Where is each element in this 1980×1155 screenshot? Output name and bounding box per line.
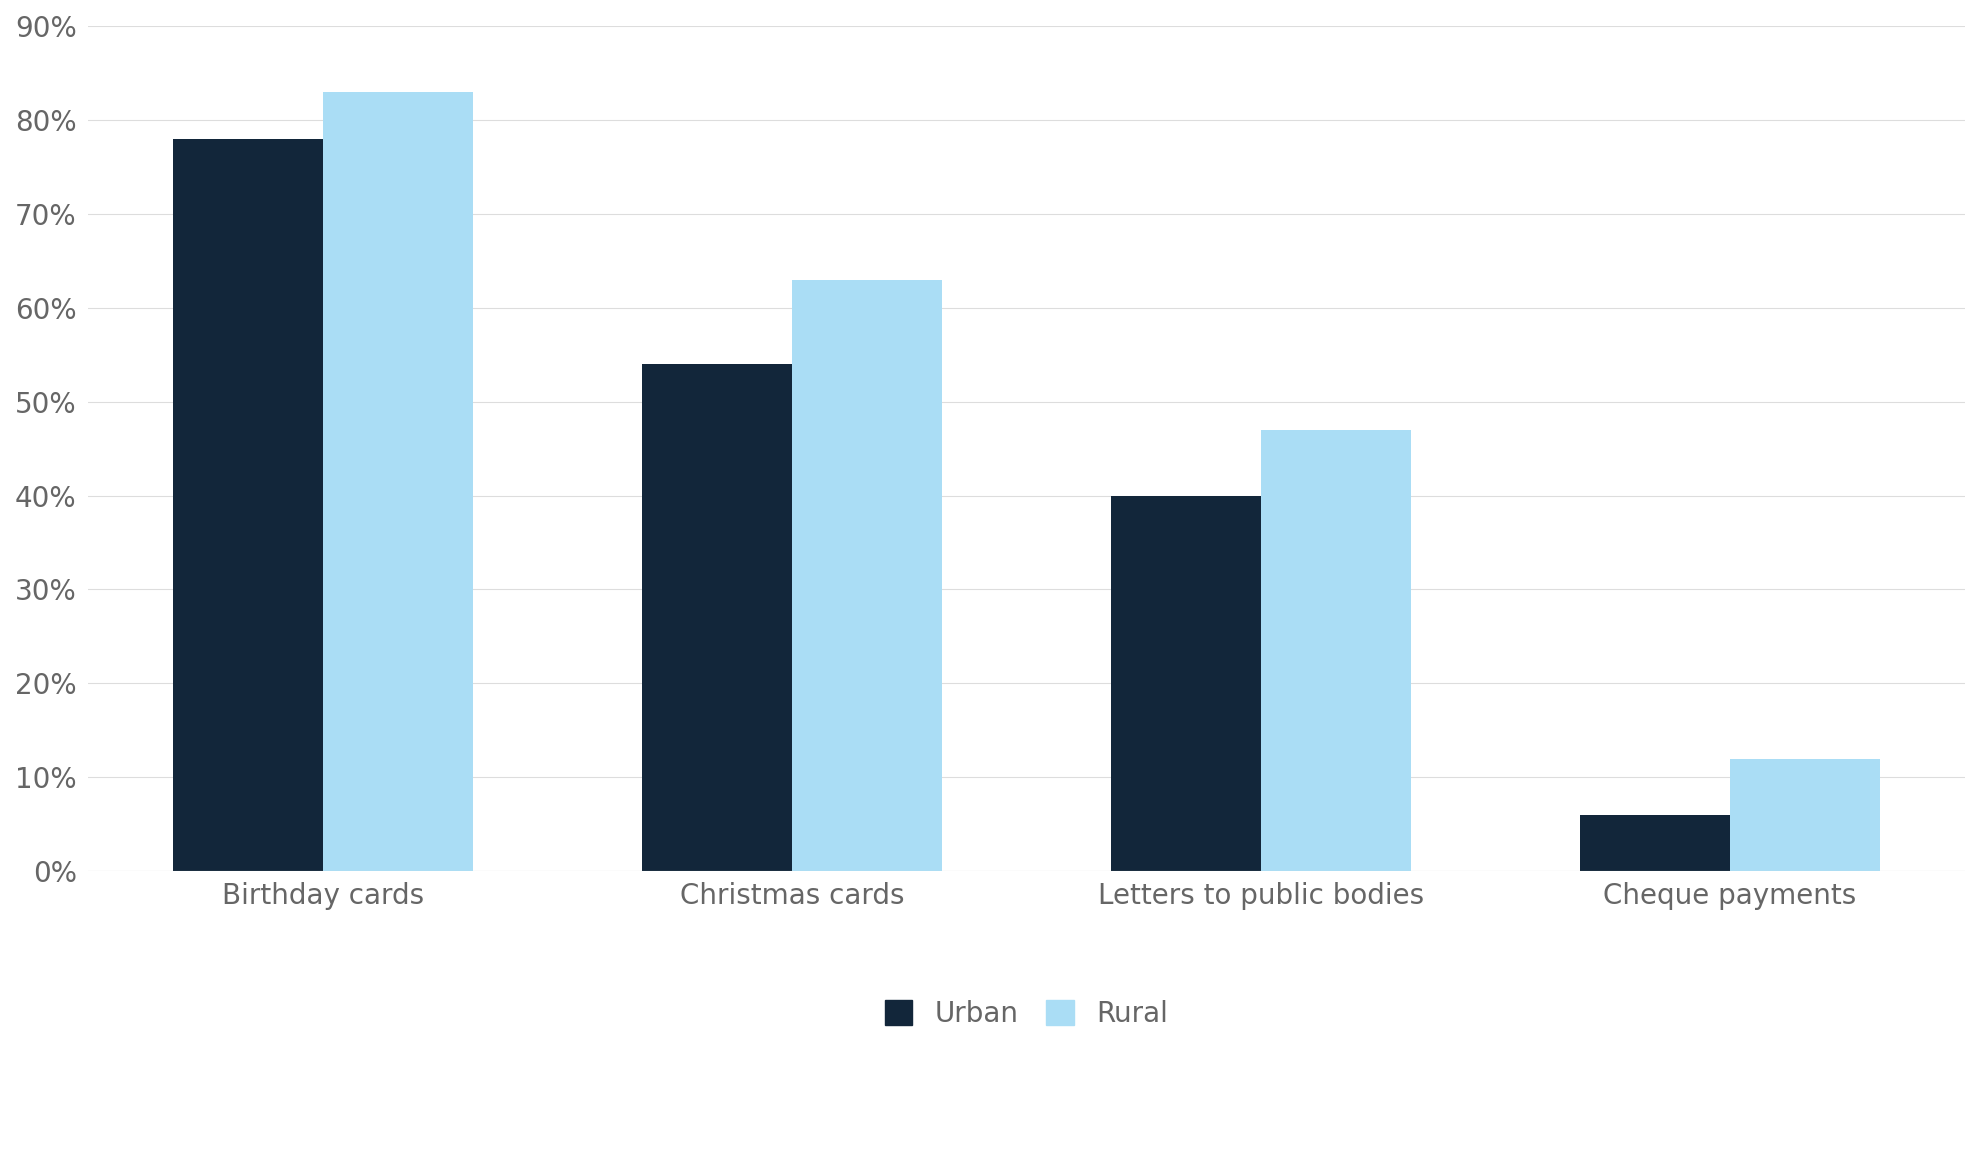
- Bar: [1580, 815, 1731, 871]
- Bar: [323, 91, 473, 871]
- Bar: [172, 139, 323, 871]
- Bar: [642, 364, 792, 871]
- Bar: [1261, 430, 1412, 871]
- Bar: [1111, 495, 1261, 871]
- Bar: [1731, 759, 1879, 871]
- Legend: Urban, Rural: Urban, Rural: [871, 986, 1182, 1042]
- Bar: [792, 280, 942, 871]
